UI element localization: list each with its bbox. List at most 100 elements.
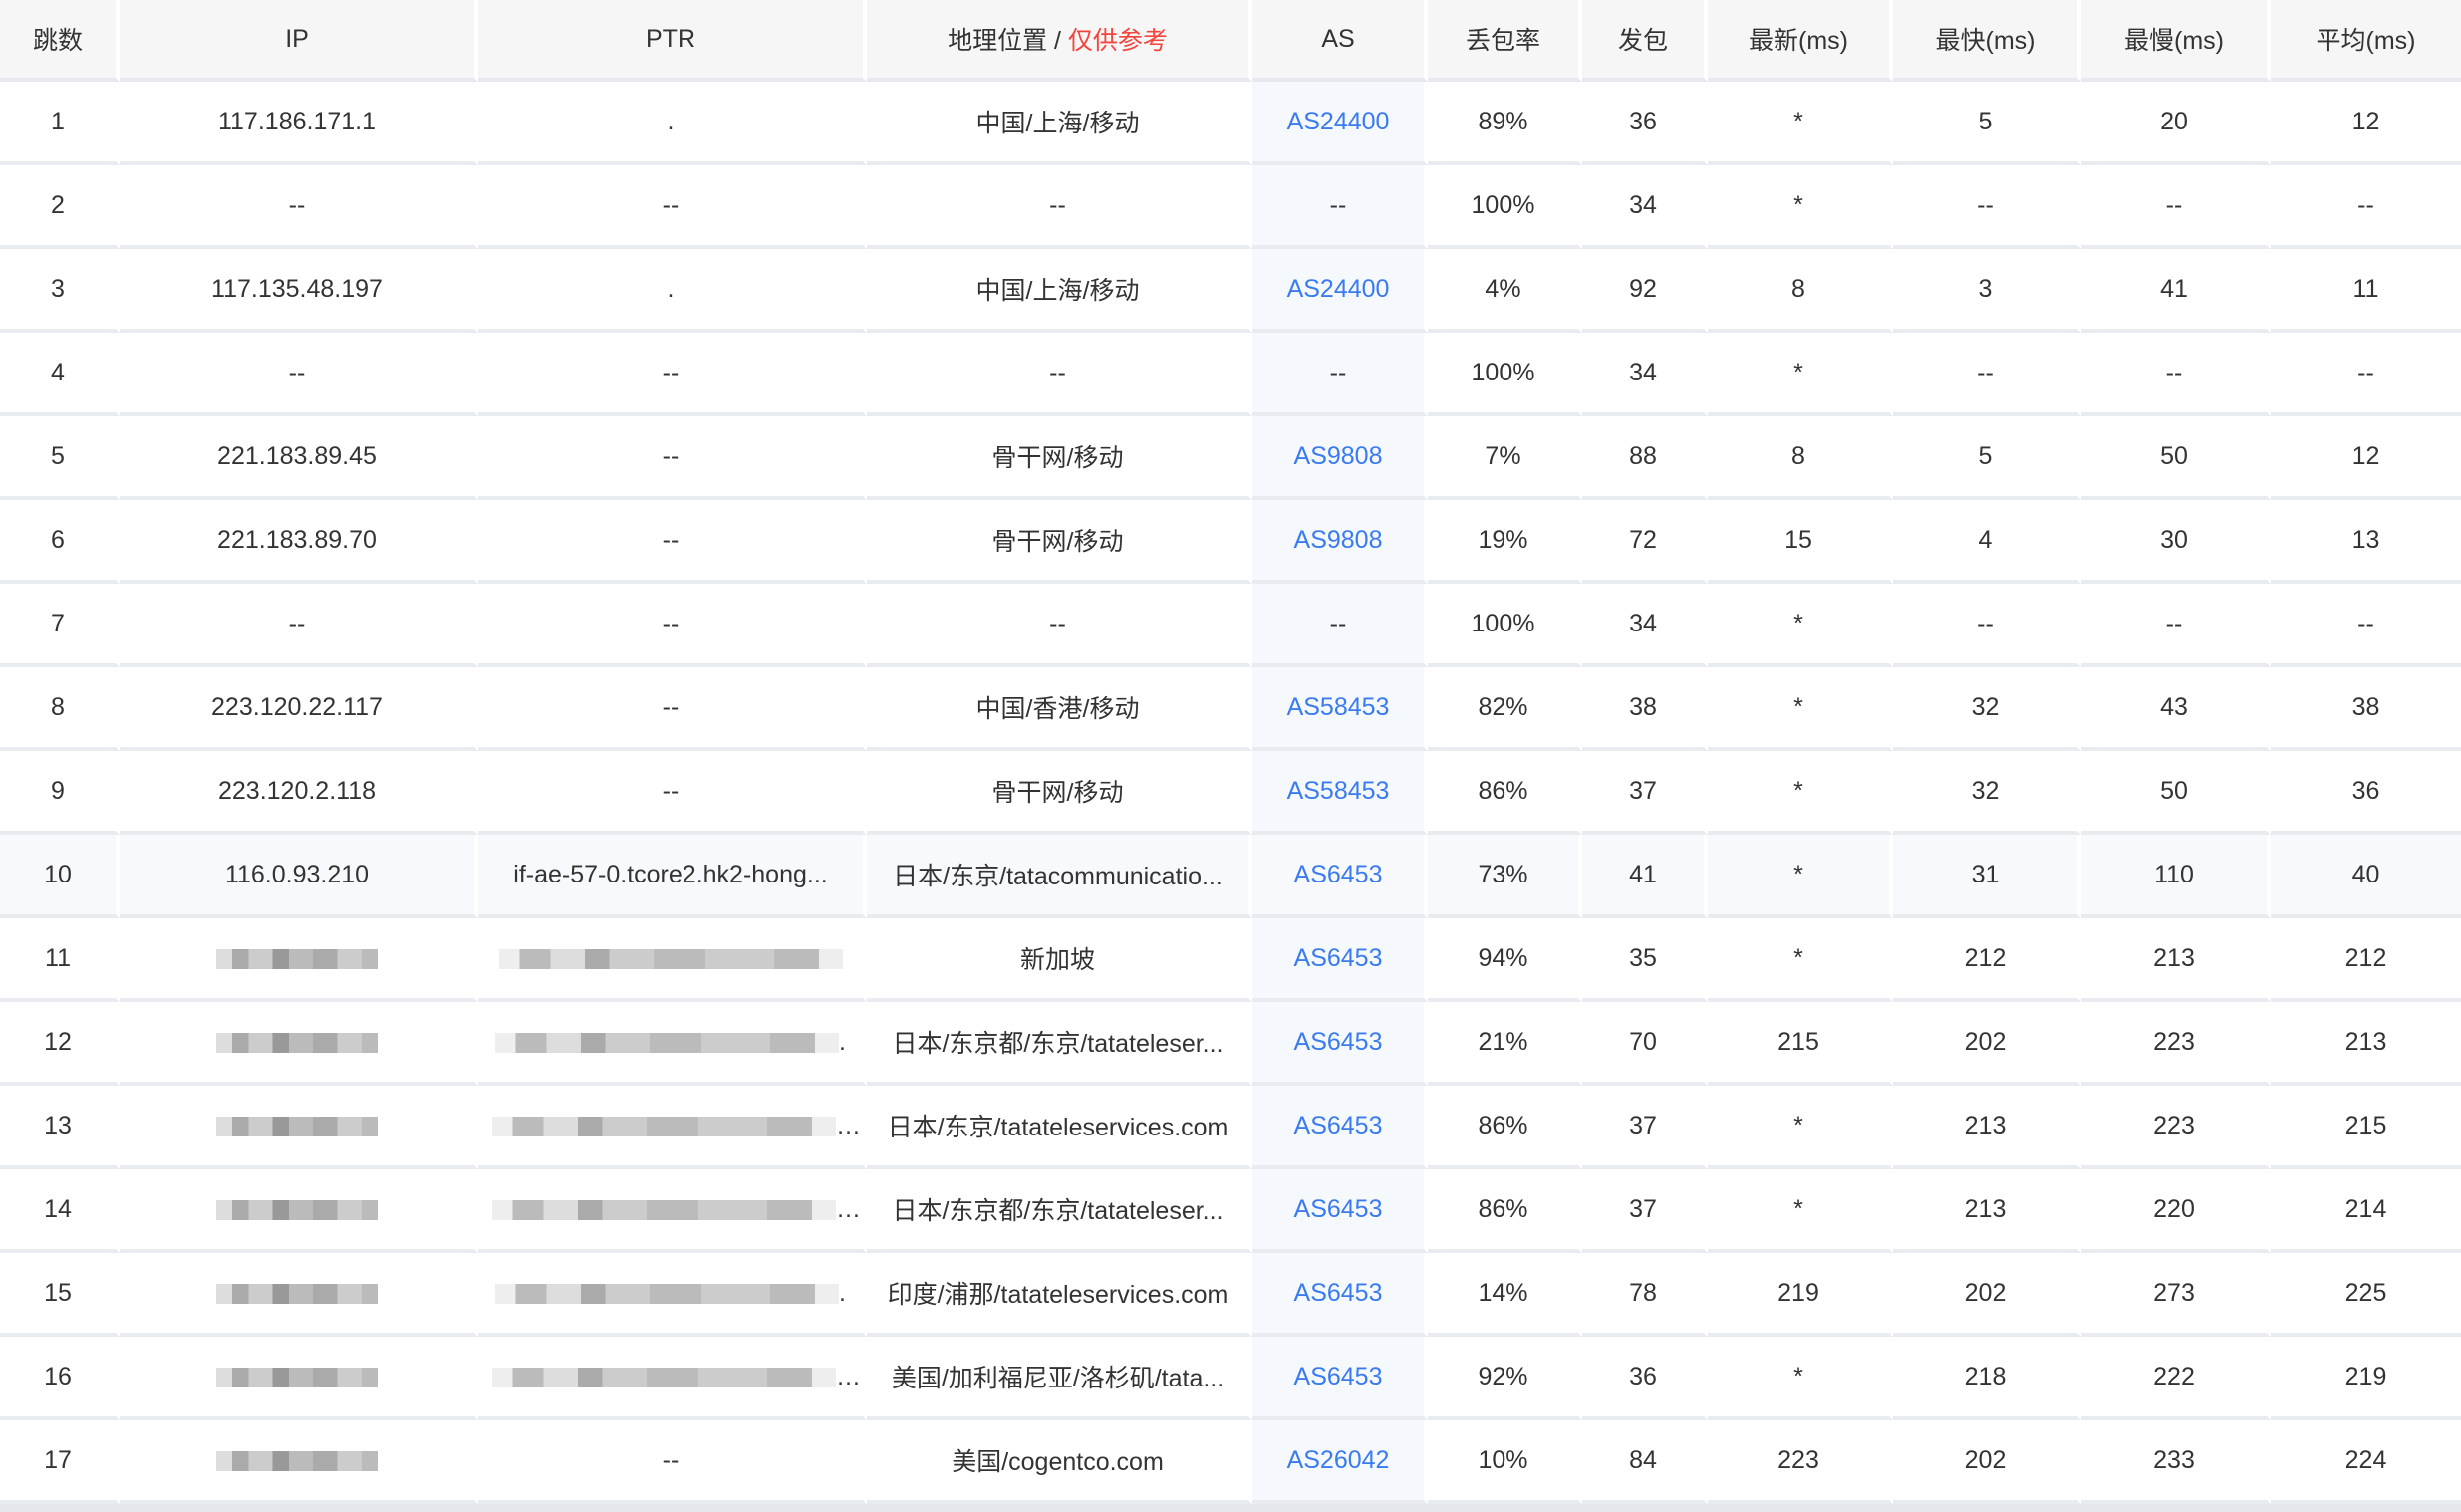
- hop-cell: 11: [0, 918, 120, 1002]
- as-link[interactable]: AS6453: [1293, 1027, 1383, 1056]
- geo-cell: --: [867, 584, 1252, 667]
- geo-cell: 骨干网/移动: [867, 751, 1252, 835]
- hop-cell: 17: [0, 1420, 120, 1504]
- geo-cell: --: [867, 165, 1252, 249]
- hop-cell: 14: [0, 1169, 120, 1253]
- hop-cell: 3: [0, 249, 120, 333]
- table-row: 12. 日本/东京都/东京/tatateleser... AS6453 21% 70 21…: [0, 1002, 2461, 1086]
- redacted-ptr: [492, 1199, 836, 1220]
- table-row: 13..日本/东京/tatateleservices.com AS6453 86%3…: [0, 1086, 2461, 1169]
- ptr-suffix: .: [839, 1027, 846, 1056]
- as-cell: AS6453: [1252, 1086, 1428, 1169]
- as-link[interactable]: AS6453: [1293, 943, 1383, 972]
- table-row: 11 新加坡 AS6453 94% 35 * 212 213 212: [0, 918, 2461, 1002]
- ptr-cell: if-ae-57-0.tcore2.hk2-hong...: [478, 835, 867, 918]
- ptr-cell: .: [478, 82, 867, 165]
- loss-cell: 100%: [1428, 584, 1582, 667]
- geo-cell: 中国/上海/移动: [867, 82, 1252, 165]
- ip-cell: 221.183.89.70: [120, 500, 478, 584]
- ptr-suffix: .: [839, 1278, 846, 1307]
- worst-cell: 30: [2081, 500, 2271, 584]
- last-cell: 219: [1708, 1253, 1893, 1337]
- ip-cell: [120, 1337, 478, 1420]
- ptr-cell: ...: [478, 1169, 867, 1253]
- ip-cell: [120, 1086, 478, 1169]
- table-row: 5 221.183.89.45 -- 骨干网/移动 AS9808 7% 88 8 5 50 12: [0, 416, 2461, 500]
- table-row: 9 223.120.2.118 -- 骨干网/移动 AS58453 86% 37 * 32 50 3…: [0, 751, 2461, 835]
- ip-cell: 116.0.93.210: [120, 835, 478, 918]
- as-cell: --: [1252, 333, 1428, 416]
- as-link[interactable]: AS9808: [1293, 525, 1383, 554]
- as-link[interactable]: AS6453: [1293, 1194, 1383, 1223]
- table-row: 15. 印度/浦那/tatateleservices.com AS6453 14% 78…: [0, 1253, 2461, 1337]
- as-link[interactable]: AS6453: [1293, 1362, 1383, 1390]
- last-cell: 215: [1708, 1002, 1893, 1086]
- geo-cell: 印度/浦那/tatateleservices.com: [867, 1253, 1252, 1337]
- horizontal-scrollbar[interactable]: [0, 1504, 2461, 1512]
- redacted-ptr: [495, 1032, 840, 1053]
- redacted-ptr: [492, 1367, 836, 1387]
- worst-cell: 50: [2081, 416, 2271, 500]
- worst-cell: 110: [2081, 835, 2271, 918]
- as-link[interactable]: AS6453: [1293, 1278, 1383, 1307]
- last-cell: *: [1708, 1086, 1893, 1169]
- as-link[interactable]: AS6453: [1293, 860, 1383, 888]
- worst-cell: 273: [2081, 1253, 2271, 1337]
- worst-cell: 222: [2081, 1337, 2271, 1420]
- worst-cell: 41: [2081, 249, 2271, 333]
- header-geo: 地理位置 / 仅供参考: [867, 0, 1252, 82]
- ptr-cell: --: [478, 500, 867, 584]
- worst-cell: 223: [2081, 1002, 2271, 1086]
- as-cell: AS24400: [1252, 82, 1428, 165]
- sent-cell: 34: [1582, 333, 1708, 416]
- hop-cell: 15: [0, 1253, 120, 1337]
- as-cell: AS6453: [1252, 1253, 1428, 1337]
- as-link[interactable]: AS26042: [1286, 1445, 1390, 1474]
- table-row: 3 117.135.48.197. 中国/上海/移动 AS24400 4% 92 8 3 41 1…: [0, 249, 2461, 333]
- avg-cell: --: [2271, 165, 2461, 249]
- table-row: 14...日本/东京都/东京/tatateleser... AS6453 86%37…: [0, 1169, 2461, 1253]
- sent-cell: 70: [1582, 1002, 1708, 1086]
- header-row: 跳数 IP PTR 地理位置 / 仅供参考 AS 丢包率 发包 最新(ms) 最…: [0, 0, 2461, 82]
- avg-cell: --: [2271, 584, 2461, 667]
- avg-cell: --: [2271, 333, 2461, 416]
- as-link[interactable]: AS6453: [1293, 1111, 1383, 1139]
- header-geo-note: 仅供参考: [1067, 27, 1168, 55]
- best-cell: 31: [1893, 835, 2081, 918]
- last-cell: *: [1708, 165, 1893, 249]
- as-link[interactable]: AS24400: [1286, 107, 1390, 135]
- as-link[interactable]: AS24400: [1286, 274, 1390, 303]
- sent-cell: 37: [1582, 751, 1708, 835]
- avg-cell: 13: [2271, 500, 2461, 584]
- worst-cell: 223: [2081, 1086, 2271, 1169]
- worst-cell: --: [2081, 584, 2271, 667]
- loss-cell: 7%: [1428, 416, 1582, 500]
- as-cell: AS6453: [1252, 918, 1428, 1002]
- table-row: 8 223.120.22.117 -- 中国/香港/移动 AS58453 82% 38 * 32…: [0, 667, 2461, 751]
- ip-cell: --: [120, 584, 478, 667]
- loss-cell: 100%: [1428, 165, 1582, 249]
- ip-cell: 223.120.2.118: [120, 751, 478, 835]
- ptr-cell: .: [478, 1002, 867, 1086]
- redacted-ptr: [492, 1116, 836, 1136]
- as-link[interactable]: AS9808: [1293, 441, 1383, 470]
- ptr-cell: [478, 918, 867, 1002]
- last-cell: *: [1708, 1169, 1893, 1253]
- as-link[interactable]: AS58453: [1286, 692, 1390, 721]
- hop-cell: 16: [0, 1337, 120, 1420]
- as-link[interactable]: AS58453: [1286, 776, 1390, 805]
- ptr-cell: --: [478, 165, 867, 249]
- geo-cell: 新加坡: [867, 918, 1252, 1002]
- table-row: 17 -- 美国/cogentco.com AS26042 10% 84 223 202 233…: [0, 1420, 2461, 1504]
- loss-cell: 92%: [1428, 1337, 1582, 1420]
- header-last: 最新(ms): [1708, 0, 1893, 82]
- table-row: 6 221.183.89.70 -- 骨干网/移动 AS9808 19% 72 15 4 30 13: [0, 500, 2461, 584]
- last-cell: *: [1708, 333, 1893, 416]
- ip-cell: 221.183.89.45: [120, 416, 478, 500]
- as-cell: AS9808: [1252, 500, 1428, 584]
- hop-cell: 5: [0, 416, 120, 500]
- as-cell: AS26042: [1252, 1420, 1428, 1504]
- table-row: 7 -- -- -- -- 100% 34 * -- -- --: [0, 584, 2461, 667]
- geo-cell: 日本/东京/tatacommunicatio...: [867, 835, 1252, 918]
- last-cell: *: [1708, 918, 1893, 1002]
